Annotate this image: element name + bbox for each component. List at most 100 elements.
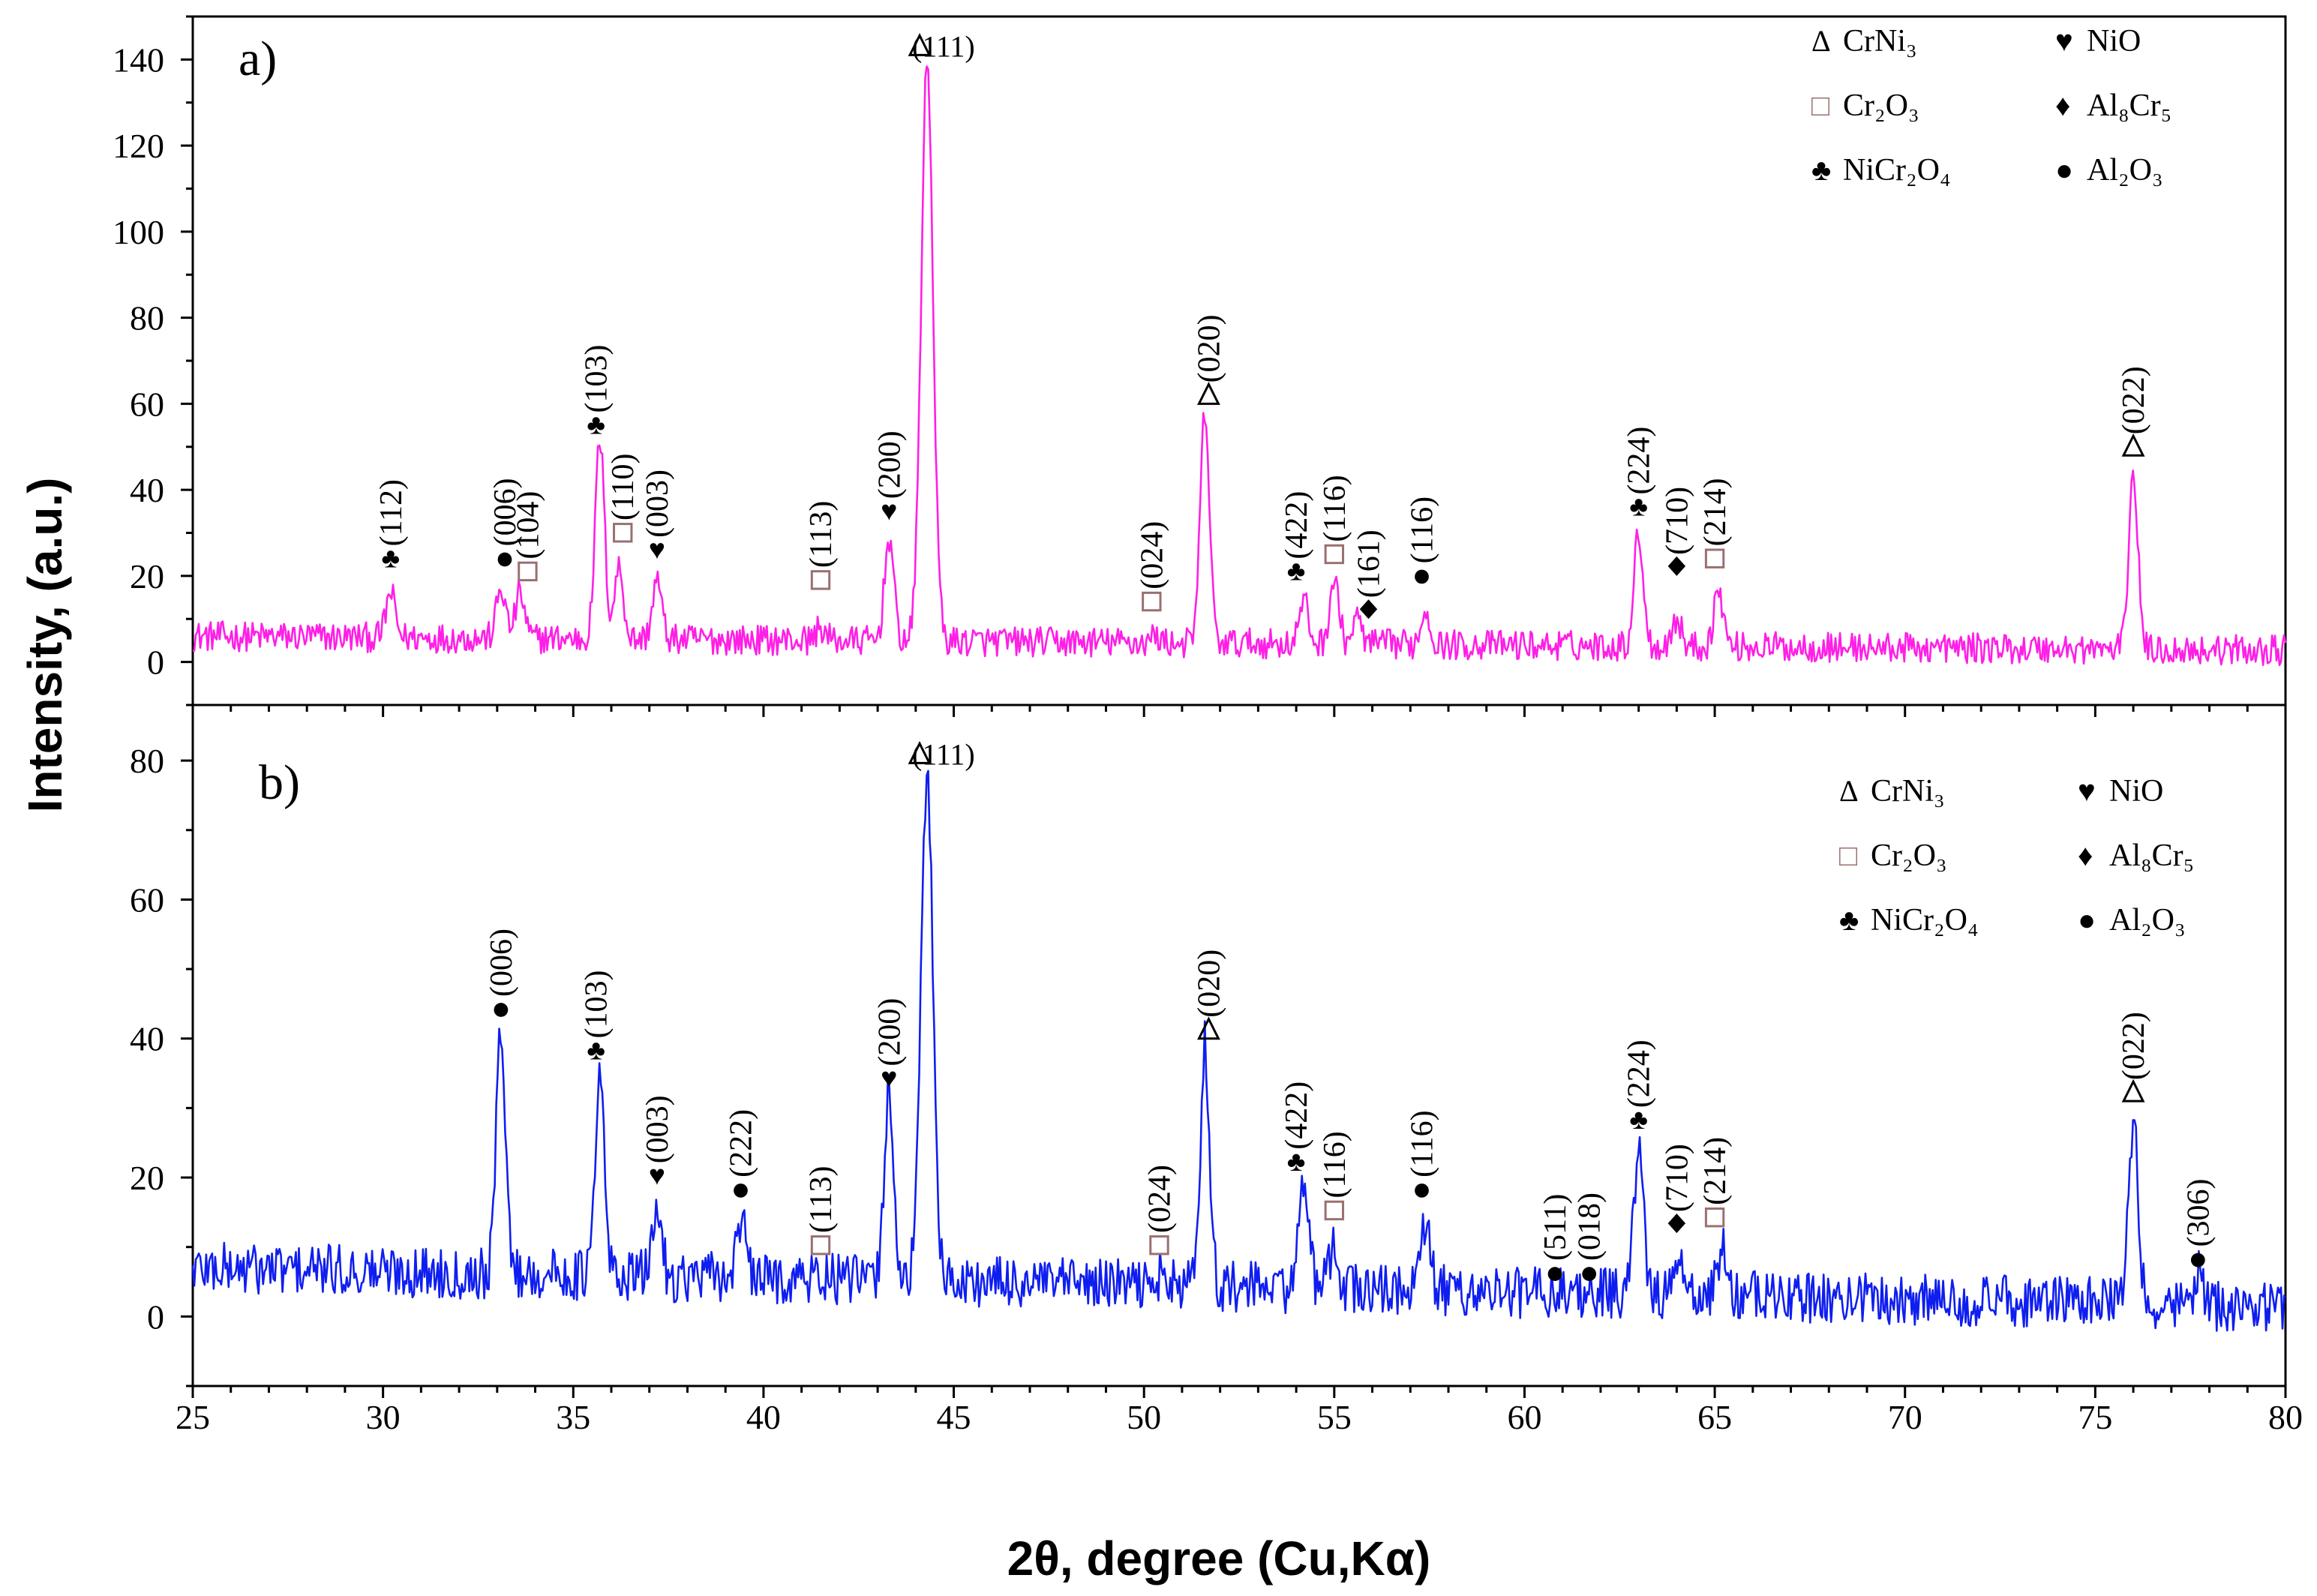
y-tick-label: 40: [130, 1020, 164, 1058]
delta-marker-icon: [1196, 1016, 1220, 1040]
legend-label: NiCr₂O₄: [1871, 903, 1979, 938]
dot-marker-icon: [734, 1184, 748, 1198]
peak-label: (116): [1318, 1131, 1352, 1198]
peak-label: (422): [1280, 1082, 1314, 1150]
peak-label: (113): [804, 501, 839, 568]
plot-frame: [191, 704, 2287, 1388]
y-tick-label: 140: [113, 40, 164, 79]
peak-annotation: ♣(103): [580, 970, 614, 1066]
y-tick-label: 80: [130, 742, 164, 780]
panel-label: b): [259, 755, 300, 810]
x-tick-label: 55: [1317, 1398, 1352, 1436]
delta-marker-icon: [2121, 1078, 2145, 1102]
heart-marker-icon: ♥: [881, 1064, 897, 1094]
square-marker-icon: [518, 561, 538, 582]
y-tick-label: 20: [130, 557, 164, 596]
peak-label: (224): [1622, 427, 1657, 495]
peak-label: (024): [1135, 521, 1169, 590]
peak-annotation: (020): [1192, 950, 1226, 1040]
club-marker-icon: ♣: [587, 1036, 605, 1066]
club-marker-icon: ♣: [1287, 1147, 1306, 1178]
peak-annotation: ♣(422): [1280, 1082, 1314, 1178]
peak-annotation: (018): [1573, 1192, 1607, 1281]
peak-annotation: (116): [1405, 496, 1439, 584]
panel-b: 0 20 40 60 80 b) Δ CrNi₃ ♥ NiO □ Cr₂O₃ ♦ Al₈Cr₅ ♣ NiCr₂…: [130, 704, 2287, 1398]
legend-symbol: ●: [2055, 153, 2073, 187]
legend-symbol: Δ: [1839, 774, 1859, 808]
legend-label: CrNi₃: [1843, 24, 1917, 58]
peak-annotation: (116): [1405, 1110, 1439, 1198]
peak-annotation: ♣(103): [580, 345, 614, 441]
peak-annotation: (511): [1538, 1194, 1573, 1281]
delta-marker-icon: [1196, 382, 1220, 405]
peak-label: (103): [580, 345, 614, 413]
peak-annotation: (222): [724, 1109, 758, 1198]
y-tick-label: 100: [113, 213, 164, 251]
dot-marker-icon: [1415, 569, 1429, 584]
peak-annotation: (022): [2117, 1012, 2151, 1102]
legend-label: Cr₂O₃: [1871, 838, 1947, 873]
club-marker-icon: ♣: [587, 410, 605, 441]
dot-marker-icon: [1547, 1267, 1562, 1281]
peak-annotation: (113): [804, 501, 839, 590]
square-marker-icon: [810, 570, 831, 590]
peak-label: (020): [1192, 314, 1226, 382]
peak-label: (103): [580, 970, 614, 1039]
peak-label: (116): [1405, 1110, 1439, 1177]
peak-annotation: (306): [2181, 1179, 2216, 1268]
peak-label: (022): [2117, 366, 2151, 434]
peak-annotation: ♥(200): [872, 430, 907, 526]
dot-marker-icon: [2190, 1252, 2205, 1268]
peak-label: (022): [2117, 1012, 2151, 1080]
diamond-marker-icon: [1667, 556, 1686, 576]
y-tick-label: 60: [130, 385, 164, 423]
heart-marker-icon: ♥: [649, 535, 665, 566]
diamond-marker-icon: [1359, 599, 1378, 620]
peak-label: (200): [872, 998, 907, 1066]
y-tick-label: 0: [147, 644, 164, 682]
square-marker-icon: [1149, 1235, 1169, 1256]
square-marker-icon: [1324, 1200, 1345, 1221]
delta-marker-icon: [908, 741, 932, 764]
y-tick-label: 40: [130, 471, 164, 509]
peak-label: (112): [374, 479, 409, 546]
x-tick-label: 30: [366, 1398, 401, 1436]
xrd-pattern-line: [191, 770, 2286, 1332]
peak-label: (422): [1280, 491, 1314, 560]
peak-annotation: (006): [488, 478, 523, 567]
legend-symbol: ♣: [1839, 903, 1859, 937]
legend-symbol: ♣: [1811, 153, 1831, 187]
x-tick-label: 25: [176, 1398, 210, 1436]
dot-marker-icon: [1415, 1184, 1429, 1198]
peak-label: (511): [1538, 1194, 1573, 1261]
legend-label: CrNi₃: [1871, 774, 1945, 808]
x-tick-label: 65: [1697, 1398, 1732, 1436]
peak-annotation: (710): [1660, 487, 1694, 576]
legend-symbol: □: [1811, 88, 1829, 122]
peak-label: (161): [1352, 530, 1386, 598]
plot-frame: [191, 15, 2287, 706]
peak-annotation: (161): [1352, 530, 1386, 620]
dot-marker-icon: [494, 1003, 509, 1017]
peak-label: (222): [724, 1109, 758, 1178]
legend-symbol: ♦: [2055, 88, 2070, 122]
x-tick-label: 35: [556, 1398, 590, 1436]
peak-annotation: (020): [1192, 314, 1226, 405]
peak-label: (018): [1573, 1192, 1607, 1261]
x-tick-label: 80: [2268, 1398, 2303, 1436]
peak-annotation: (111): [908, 29, 975, 63]
x-tick-label: 50: [1127, 1398, 1161, 1436]
square-marker-icon: [810, 1235, 831, 1256]
y-tick-label: 80: [130, 299, 164, 338]
heart-marker-icon: ♥: [881, 496, 897, 526]
peak-annotation: (214): [1698, 1137, 1733, 1228]
peak-annotation: (116): [1318, 1131, 1352, 1221]
peak-annotation: (113): [804, 1166, 839, 1256]
peak-label: (110): [606, 454, 641, 520]
peak-label: (214): [1698, 1137, 1733, 1205]
peak-annotation: (116): [1318, 475, 1352, 565]
peak-annotation: (022): [2117, 366, 2151, 457]
peak-label: (111): [912, 737, 975, 771]
y-axis-label: Intensity, (a.u.): [18, 478, 72, 813]
x-tick-label: 70: [1888, 1398, 1922, 1436]
